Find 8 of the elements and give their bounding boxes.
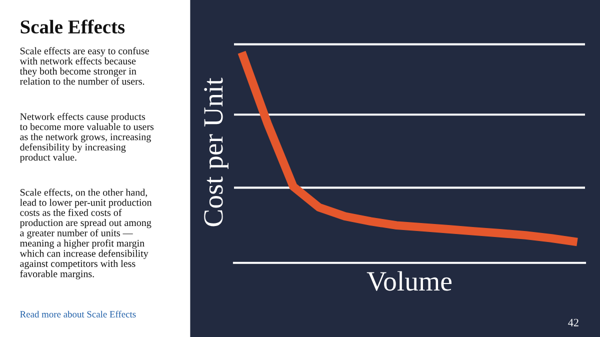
- text: 42: [568, 318, 578, 326]
- x-axis-title: Volume: [366, 271, 452, 291]
- text: Network effects cause products to become more valuable to users as the network grows, increasing defensibility by increasing product value.: [20, 112, 154, 163]
- text: Scale Effects: [20, 20, 125, 34]
- y-axis-title: Cost per Unit: [204, 78, 228, 226]
- text: Read more about Scale Effects: [20, 310, 136, 318]
- text: Scale effects, on the other hand, lead to lower per-unit production costs as the fixed costs of production are spread out among a greater number of units — meaning a higher profit margin which can increase defensibility against competitors with less favorable margins.: [20, 188, 152, 280]
- text: Scale effects are easy to confuse with network effects because they both become stronger in relation to the number of users.: [20, 47, 149, 85]
